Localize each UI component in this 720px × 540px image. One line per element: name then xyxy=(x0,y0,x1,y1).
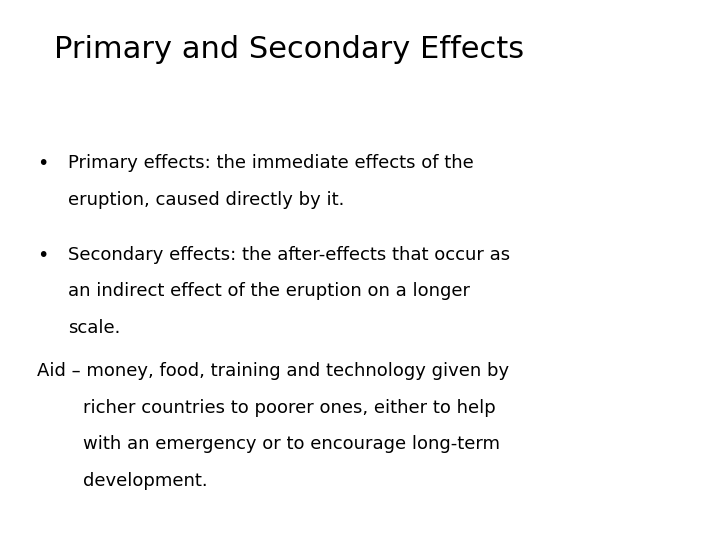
Text: an indirect effect of the eruption on a longer: an indirect effect of the eruption on a … xyxy=(68,282,470,300)
Text: Primary and Secondary Effects: Primary and Secondary Effects xyxy=(54,35,524,64)
Text: with an emergency or to encourage long-term: with an emergency or to encourage long-t… xyxy=(83,435,500,453)
Text: scale.: scale. xyxy=(68,319,121,337)
Text: development.: development. xyxy=(83,472,207,490)
Text: •: • xyxy=(37,246,49,265)
Text: Secondary effects: the after-effects that occur as: Secondary effects: the after-effects tha… xyxy=(68,246,510,264)
Text: eruption, caused directly by it.: eruption, caused directly by it. xyxy=(68,191,345,208)
Text: Primary effects: the immediate effects of the: Primary effects: the immediate effects o… xyxy=(68,154,474,172)
Text: •: • xyxy=(37,154,49,173)
Text: richer countries to poorer ones, either to help: richer countries to poorer ones, either … xyxy=(83,399,495,416)
Text: Aid – money, food, training and technology given by: Aid – money, food, training and technolo… xyxy=(37,362,510,380)
